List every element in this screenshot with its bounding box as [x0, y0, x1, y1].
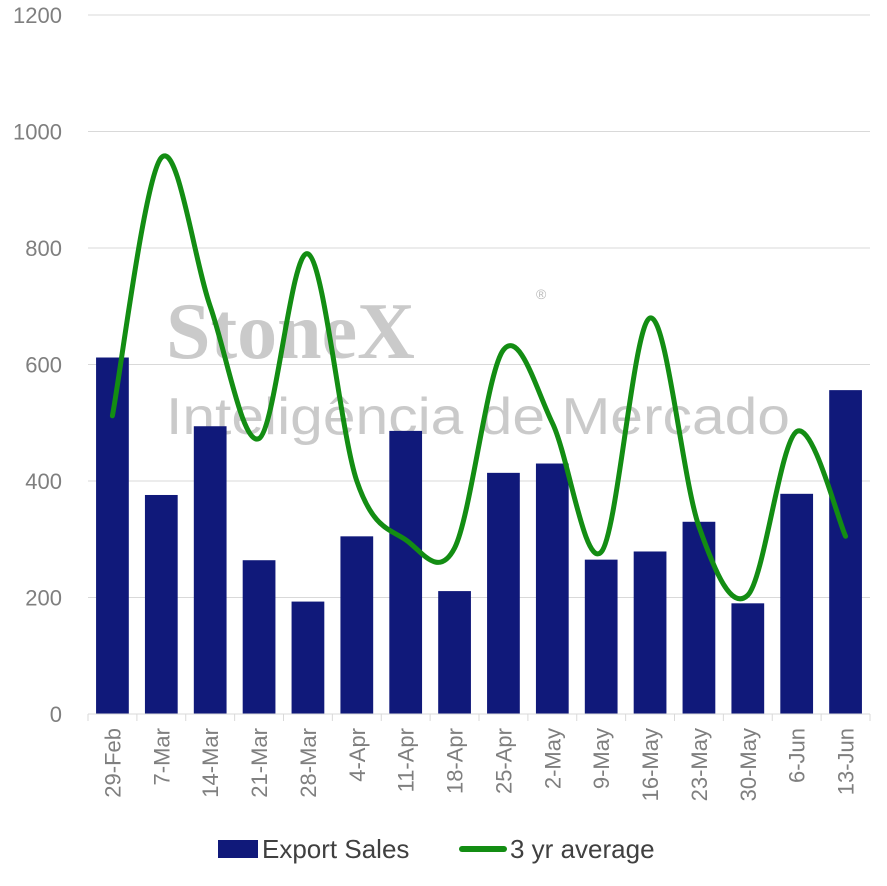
x-axis [87, 713, 871, 721]
line-series [109, 153, 849, 602]
bar [584, 559, 618, 714]
x-tick-label: 2-May [540, 728, 565, 789]
x-tick-labels: 29-Feb 7-Mar 14-Mar 21-Mar 28-Mar 4-Apr 11-Apr… [100, 728, 858, 801]
legend: Export Sales 3 yr average [218, 834, 655, 864]
x-tick-label: 14-Mar [198, 728, 223, 798]
bar [829, 390, 862, 714]
y-tick-label: 800 [25, 236, 62, 261]
x-tick-label: 16-May [638, 728, 663, 801]
x-tick-label: 4-Apr [345, 728, 370, 782]
watermark-registered-mark: ® [536, 286, 547, 302]
x-tick-label: 18-Apr [443, 728, 468, 794]
x-tick-label: 29-Feb [100, 728, 125, 798]
bar [193, 426, 227, 714]
x-tick-label: 6-Jun [785, 728, 810, 783]
x-tick-label: 23-May [687, 728, 712, 801]
x-tick-label: 13-Jun [834, 728, 859, 795]
bar [340, 536, 374, 714]
y-tick-label: 600 [25, 353, 62, 378]
bar [780, 493, 814, 714]
x-tick-label: 9-May [589, 728, 614, 789]
bar [291, 601, 325, 714]
legend-label-3-yr-average: 3 yr average [510, 834, 655, 864]
bar [438, 591, 471, 714]
x-tick-label: 25-Apr [491, 728, 516, 794]
y-tick-label: 0 [50, 702, 62, 727]
series-line [109, 153, 849, 602]
y-tick-label: 1000 [13, 120, 62, 145]
bar [487, 472, 520, 714]
y-tick-label: 200 [25, 586, 62, 611]
legend-swatch-export-sales [218, 840, 258, 858]
x-tick-label: 7-Mar [149, 728, 174, 785]
watermark: StoneX ® Inteligência de Mercado [166, 286, 790, 446]
bar [731, 603, 765, 714]
bar [633, 551, 667, 714]
legend-label-export-sales: Export Sales [262, 834, 409, 864]
bar [144, 494, 178, 714]
bar [535, 463, 569, 714]
x-tick-label: 21-Mar [247, 728, 272, 798]
bar [242, 560, 276, 714]
y-tick-label: 400 [25, 469, 62, 494]
bar-series [96, 357, 862, 714]
x-tick-label: 28-Mar [296, 728, 321, 798]
bar [389, 430, 423, 714]
x-tick-label: 30-May [736, 728, 761, 801]
x-tick-label: 11-Apr [394, 728, 419, 792]
y-axis: 0 200 400 600 800 1000 1200 [13, 3, 62, 727]
y-tick-label: 1200 [13, 3, 62, 28]
